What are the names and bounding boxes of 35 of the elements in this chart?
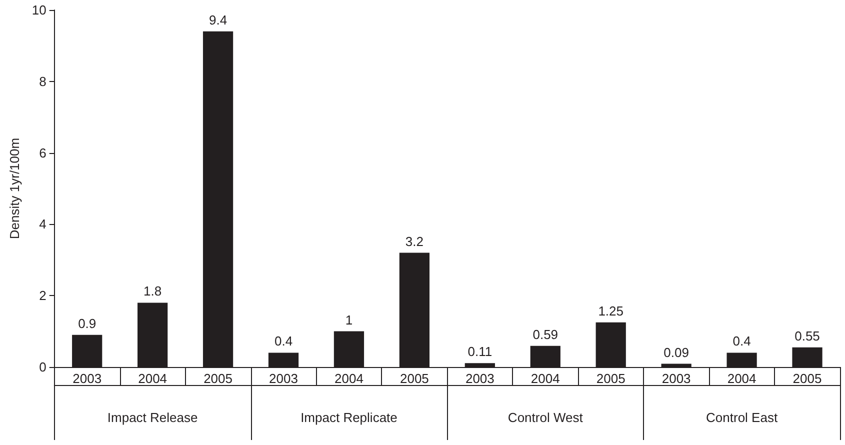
text: Impact Release xyxy=(107,410,198,425)
data-label: 3.2 xyxy=(405,234,424,249)
data-label: 0.55 xyxy=(794,328,820,344)
x-tick-label: 2005 xyxy=(400,371,429,386)
data-label: 1.8 xyxy=(144,284,162,299)
data-label: 0.9 xyxy=(78,316,96,331)
text: Control East xyxy=(706,410,778,425)
x-tick-label: 2005 xyxy=(596,371,626,386)
data-label: 9.4 xyxy=(208,12,228,28)
x-tick-label: 2005 xyxy=(792,371,822,386)
x-tick-label: 2003 xyxy=(72,371,102,386)
y-tick-label: 10 xyxy=(32,2,46,18)
x-tick-label: 2004 xyxy=(334,371,364,386)
y-axis-title: Density 1yr/100m xyxy=(7,138,22,240)
x-tick-label: 2004 xyxy=(530,371,560,386)
x-tick-label: 2004 xyxy=(138,371,168,386)
y-tick-label: 4 xyxy=(39,216,46,232)
x-tick-label: 2005 xyxy=(204,371,232,386)
x-tick-label: 2003 xyxy=(269,371,298,386)
data-label: 0.09 xyxy=(664,344,689,360)
text: Impact Replicate xyxy=(300,410,398,425)
data-label: 0.4 xyxy=(274,334,293,349)
text: Control West xyxy=(508,410,584,425)
data-label: 0.4 xyxy=(732,334,751,349)
y-tick-label: 2 xyxy=(39,288,46,304)
y-tick-label: 8 xyxy=(39,74,46,89)
data-label: 1 xyxy=(345,312,353,328)
data-label: 0.59 xyxy=(532,326,558,342)
x-tick-label: 2004 xyxy=(727,371,756,386)
y-tick-label: 0 xyxy=(39,360,46,374)
data-label: 1.25 xyxy=(598,303,624,318)
y-tick-label: 6 xyxy=(39,145,46,160)
x-tick-label: 2003 xyxy=(465,371,494,386)
data-label: 0.11 xyxy=(468,344,492,360)
x-tick-label: 2003 xyxy=(662,371,691,386)
